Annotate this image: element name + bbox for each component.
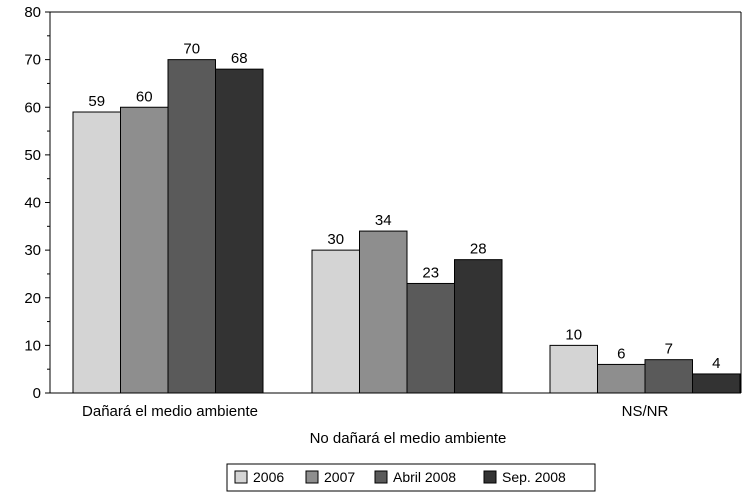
bar <box>215 68 264 394</box>
bar <box>454 259 503 394</box>
data-label: 28 <box>470 241 487 258</box>
legend-swatch <box>234 470 248 484</box>
y-tick-label: 20 <box>24 290 41 307</box>
y-tick-label: 50 <box>24 147 41 164</box>
y-tick-label: 0 <box>33 385 41 402</box>
data-label: 4 <box>712 355 720 372</box>
legend-swatch <box>374 470 388 484</box>
category-label: No dañará el medio ambiente <box>310 430 507 447</box>
legend-box <box>226 463 596 492</box>
data-label: 60 <box>136 88 153 105</box>
legend-swatch <box>483 470 497 484</box>
y-tick-label: 70 <box>24 52 41 69</box>
y-tick-label: 30 <box>24 242 41 259</box>
bar <box>549 344 598 394</box>
category-label: NS/NR <box>622 403 669 420</box>
legend-swatch <box>305 470 319 484</box>
bar <box>311 249 360 394</box>
data-labels: 59 60 70 68 30 34 23 28 10 6 7 4 <box>88 41 720 372</box>
bar <box>597 363 646 394</box>
data-label: 7 <box>665 341 673 358</box>
data-label: 68 <box>231 50 248 67</box>
y-axis-ticks: 0 10 20 30 40 50 60 70 80 <box>24 4 50 402</box>
data-label: 6 <box>617 345 625 362</box>
category-label: Dañará el medio ambiente <box>82 403 258 420</box>
legend: 2006 2007 Abril 2008 Sep. 2008 <box>226 463 596 492</box>
bar <box>644 359 693 394</box>
bar <box>167 59 216 394</box>
y-tick-label: 60 <box>24 99 41 116</box>
legend-label: 2006 <box>253 469 284 485</box>
bar-marks <box>72 59 741 394</box>
bar <box>406 282 455 394</box>
y-tick-label: 10 <box>24 337 41 354</box>
legend-label: Abril 2008 <box>393 469 456 485</box>
bar <box>692 373 741 394</box>
data-label: 23 <box>422 264 439 281</box>
legend-label: Sep. 2008 <box>502 469 566 485</box>
data-label: 59 <box>88 93 105 110</box>
y-tick-label: 40 <box>24 195 41 212</box>
legend-label: 2007 <box>324 469 355 485</box>
category-labels: Dañará el medio ambiente No dañará el med… <box>82 403 668 447</box>
data-label: 34 <box>375 212 392 229</box>
bar <box>359 230 408 394</box>
y-tick-label: 80 <box>24 4 41 21</box>
bar <box>120 106 169 394</box>
bar <box>72 111 121 394</box>
data-label: 30 <box>327 231 344 248</box>
data-label: 10 <box>565 326 582 343</box>
data-label: 70 <box>183 41 200 58</box>
